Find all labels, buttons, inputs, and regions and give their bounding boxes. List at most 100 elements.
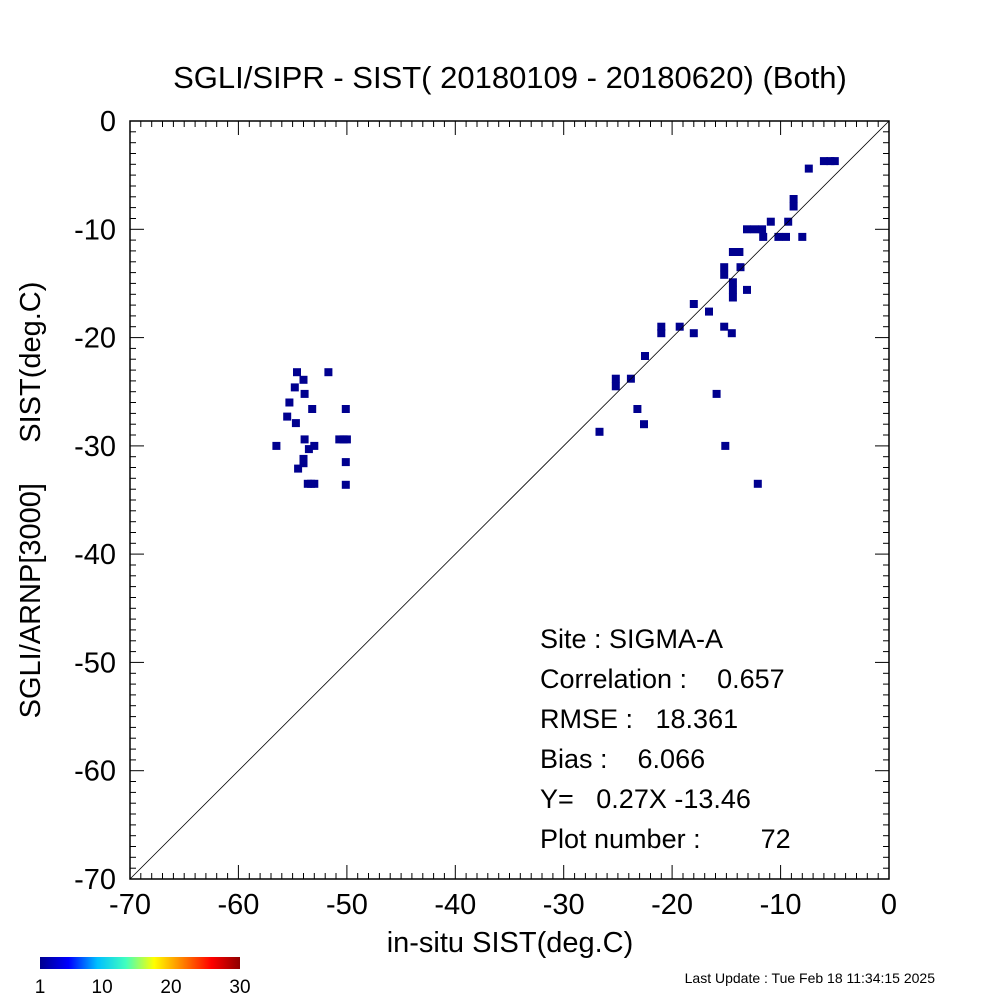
data-point bbox=[766, 217, 775, 226]
data-point bbox=[720, 270, 729, 279]
data-point bbox=[819, 157, 828, 166]
data-point bbox=[335, 435, 344, 444]
data-point bbox=[299, 375, 308, 384]
data-point bbox=[753, 479, 762, 488]
x-tick-label: -70 bbox=[109, 889, 151, 921]
colorbar-tick-label: 30 bbox=[229, 977, 250, 998]
data-point bbox=[689, 329, 698, 338]
colorbar-tick-label: 10 bbox=[92, 977, 113, 998]
data-point bbox=[341, 480, 350, 489]
x-tick-label: -50 bbox=[326, 889, 368, 921]
colorbar-tick-labels: 1 10 20 30 bbox=[35, 977, 251, 998]
data-point bbox=[299, 454, 308, 463]
one-to-one-line bbox=[129, 120, 890, 880]
data-point bbox=[291, 419, 300, 428]
stat-line: Plot number : 72 bbox=[540, 824, 791, 854]
y-tick-label: -20 bbox=[74, 323, 116, 355]
x-tick-labels: -70 -60 -50 -40 -30 -20 -10 0 bbox=[109, 889, 897, 921]
data-point bbox=[830, 157, 839, 166]
y-tick-labels: -70 -60 -50 -40 -30 -20 -10 0 bbox=[74, 106, 116, 896]
y-tick-label: -70 bbox=[74, 864, 116, 896]
y-tick-label: -50 bbox=[74, 647, 116, 679]
data-point bbox=[743, 285, 751, 294]
data-point bbox=[657, 322, 666, 331]
data-point bbox=[310, 479, 319, 488]
chart-title: SGLI/SIPR - SIST( 20180109 - 20180620) (… bbox=[173, 60, 847, 95]
data-point bbox=[720, 322, 729, 331]
stat-line: Bias : 6.066 bbox=[540, 744, 705, 774]
data-point bbox=[759, 232, 768, 241]
data-point bbox=[798, 232, 807, 241]
x-tick-label: -30 bbox=[543, 889, 585, 921]
y-tick-label: -40 bbox=[74, 539, 116, 571]
x-tick-label: -10 bbox=[760, 889, 802, 921]
data-point bbox=[285, 398, 294, 407]
statistics-box: Site : SIGMA-A Correlation : 0.657 RMSE : … bbox=[540, 624, 791, 854]
stat-line: RMSE : 18.361 bbox=[540, 704, 738, 734]
data-point bbox=[728, 293, 737, 302]
data-point bbox=[712, 389, 721, 398]
data-point bbox=[728, 278, 737, 287]
data-point bbox=[736, 263, 745, 272]
x-tick-label: 0 bbox=[881, 889, 897, 921]
data-point bbox=[750, 225, 759, 234]
colorbar-tick-label: 1 bbox=[35, 977, 46, 998]
data-point bbox=[341, 405, 350, 413]
x-tick-label: -40 bbox=[434, 889, 476, 921]
x-tick-label: -60 bbox=[217, 889, 259, 921]
data-point bbox=[789, 202, 798, 211]
data-point bbox=[735, 248, 744, 256]
y-tick-label: 0 bbox=[100, 106, 116, 138]
axis-ticks bbox=[129, 120, 890, 880]
colorbar-tick-label: 20 bbox=[160, 977, 181, 998]
data-point bbox=[774, 232, 783, 241]
stat-line: Y= 0.27X -13.46 bbox=[540, 784, 751, 814]
x-tick-label: -20 bbox=[651, 889, 693, 921]
data-point bbox=[324, 368, 333, 377]
data-point bbox=[633, 405, 642, 413]
data-point bbox=[294, 464, 303, 473]
data-point bbox=[728, 285, 737, 294]
data-point bbox=[743, 225, 751, 234]
data-point bbox=[705, 307, 713, 316]
x-axis-label: in-situ SIST(deg.C) bbox=[387, 927, 634, 959]
data-point bbox=[782, 232, 790, 241]
data-point bbox=[675, 322, 684, 331]
data-point bbox=[341, 458, 350, 467]
data-point bbox=[300, 435, 309, 444]
data-point bbox=[342, 435, 351, 444]
stat-line: Site : SIGMA-A bbox=[540, 624, 723, 654]
data-point bbox=[721, 441, 730, 450]
data-point bbox=[293, 368, 301, 377]
data-point bbox=[300, 389, 309, 398]
data-point bbox=[283, 412, 292, 421]
data-point bbox=[272, 441, 281, 450]
data-point bbox=[789, 195, 798, 203]
last-update-text: Last Update : Tue Feb 18 11:34:15 2025 bbox=[685, 970, 936, 986]
data-point bbox=[640, 420, 648, 429]
data-point bbox=[308, 405, 317, 413]
y-tick-label: -30 bbox=[74, 431, 116, 463]
data-point bbox=[304, 445, 313, 454]
y-tick-label: -60 bbox=[74, 756, 116, 788]
data-point bbox=[611, 382, 620, 391]
data-point bbox=[727, 329, 736, 338]
data-point bbox=[595, 427, 604, 436]
data-point bbox=[826, 157, 835, 166]
data-points bbox=[272, 157, 839, 489]
data-point bbox=[290, 383, 299, 392]
data-point bbox=[310, 441, 319, 450]
y-tick-label: -10 bbox=[74, 214, 116, 246]
data-point bbox=[641, 352, 649, 360]
data-point bbox=[728, 248, 737, 256]
data-point bbox=[689, 300, 698, 308]
colorbar bbox=[40, 957, 240, 969]
data-point bbox=[804, 164, 813, 173]
data-point bbox=[720, 263, 729, 272]
data-point bbox=[299, 459, 308, 468]
stat-line: Correlation : 0.657 bbox=[540, 664, 785, 694]
data-point bbox=[657, 329, 666, 338]
data-point bbox=[611, 374, 620, 383]
data-point bbox=[758, 225, 767, 234]
